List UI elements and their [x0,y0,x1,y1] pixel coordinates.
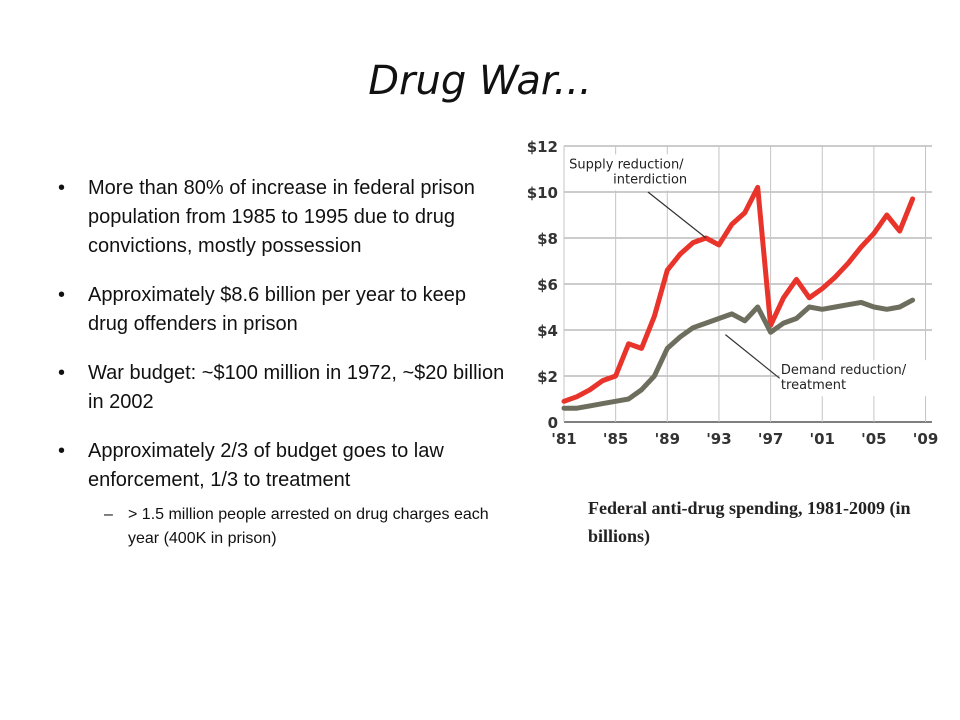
y-tick-label: $12 [527,138,558,156]
demand-annotation-text: Demand reduction/ [781,363,907,378]
bullet-dot: • [58,284,66,306]
y-tick-label: $4 [537,322,558,340]
demand-label-bg [779,360,936,397]
bullet-dot: • [58,440,66,462]
slide-title: Drug War... [368,58,592,104]
supply-annotation-text: Supply reduction/ [569,157,684,172]
demand-annotation-text: treatment [781,378,846,393]
y-tick-label: 0 [548,414,558,432]
bullet-text: War budget: ~$100 million in 1972, ~$20 … [88,362,505,413]
supply-label-bg [567,154,718,191]
x-tick-label: '01 [810,430,835,448]
sub-bullet-text: > 1.5 million people arrested on drug ch… [128,506,489,547]
y-tick-label: $2 [537,368,558,386]
supply-series-line [561,184,916,404]
chart-container: 0 $2 $4 $6 $8 $10 $12 '81 '85 '89 '93 '97 '01 '05 '09 S… [520,128,940,458]
x-tick-label: '81 [551,430,576,448]
supply-annotation-text: interdiction [613,172,687,187]
sub-bullet-item: – > 1.5 million people arrested on drug c… [58,503,508,551]
bullet-item: • Approximately 2/3 of budget goes to law… [58,437,508,495]
y-tick-label: $10 [527,184,558,202]
y-tick-label: $6 [537,276,558,294]
bullet-item: • More than 80% of increase in federal pr… [58,174,508,261]
x-tick-label: '09 [913,430,938,448]
spending-line-chart: 0 $2 $4 $6 $8 $10 $12 '81 '85 '89 '93 '97 '01 '05 '09 S… [527,138,939,448]
y-tick-label: $8 [537,230,558,248]
sub-bullet-dash: – [104,506,113,523]
bullet-item: • Approximately $8.6 billion per year to … [58,281,508,339]
x-tick-label: '85 [603,430,628,448]
bullet-text: Approximately 2/3 of budget goes to law … [88,440,444,491]
demand-leader-line [725,334,781,379]
supply-leader-line [647,191,707,239]
x-tick-label: '05 [861,430,886,448]
x-tick-label: '97 [758,430,783,448]
bullet-dot: • [58,362,66,384]
bullet-item: • War budget: ~$100 million in 1972, ~$20… [58,359,508,417]
chart-caption: Federal anti-drug spending, 1981-2009 (i… [588,498,911,546]
x-tick-label: '93 [706,430,731,448]
demand-series-line [561,297,916,411]
bullet-list: • More than 80% of increase in federal pr… [58,174,508,551]
x-tick-label: '89 [655,430,680,448]
bullet-text: More than 80% of increase in federal pri… [88,177,475,257]
bullet-dot: • [58,177,66,199]
bullet-text: Approximately $8.6 billion per year to k… [88,284,466,335]
